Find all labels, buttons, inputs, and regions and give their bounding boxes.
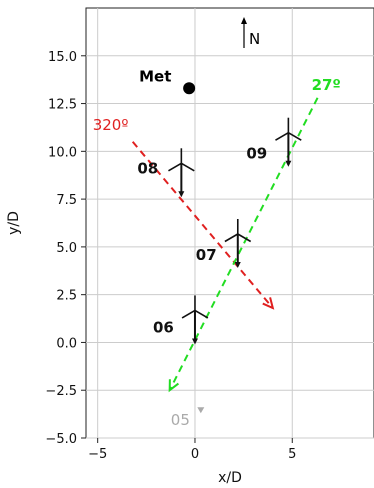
y-tick-label: −5.0 bbox=[45, 432, 77, 447]
direction-label: 27º bbox=[312, 76, 341, 94]
direction-line bbox=[168, 97, 319, 391]
turbines bbox=[168, 82, 302, 414]
y-tick-label: 10.0 bbox=[48, 145, 77, 160]
turbine-label: 05 bbox=[171, 411, 190, 429]
x-axis-label: x/D bbox=[218, 470, 242, 486]
y-tick-label: −2.5 bbox=[45, 384, 77, 399]
turbine-label: 08 bbox=[137, 159, 158, 177]
turbine-blade bbox=[275, 132, 289, 141]
turbine-09 bbox=[275, 117, 302, 167]
y-tick-label: 5.0 bbox=[56, 241, 77, 256]
turbine-blade bbox=[181, 309, 196, 319]
y-tick-label: 0.0 bbox=[56, 336, 77, 351]
x-tick-label: 5 bbox=[288, 447, 296, 462]
x-tick-label: 0 bbox=[191, 447, 199, 462]
y-tick-label: 2.5 bbox=[56, 289, 77, 304]
north-label: N bbox=[249, 30, 260, 48]
axis-ticks: −5 0 5−5.0−2.50.02.55.07.510.012.515.0 bbox=[45, 50, 296, 462]
plot-frame bbox=[85, 7, 374, 439]
met-mast-label: Met bbox=[139, 67, 171, 85]
met-mast-marker bbox=[183, 82, 196, 95]
y-tick-label: 15.0 bbox=[48, 50, 77, 65]
turbine-marker bbox=[197, 407, 205, 414]
turbine-label: 09 bbox=[246, 145, 267, 163]
turbine-blade bbox=[224, 233, 239, 243]
y-tick-label: 7.5 bbox=[56, 193, 77, 208]
turbine-07 bbox=[224, 219, 252, 268]
direction-arrows bbox=[131, 97, 319, 393]
turbine-blade bbox=[168, 162, 182, 172]
north-indicator: N bbox=[241, 17, 260, 48]
turbine-blade bbox=[287, 132, 302, 141]
direction-label: 320º bbox=[93, 116, 129, 134]
direction-arrowhead bbox=[262, 297, 275, 310]
direction-arrowhead bbox=[168, 379, 180, 393]
direction-line bbox=[131, 141, 274, 309]
turbine-base bbox=[178, 191, 185, 198]
x-tick-label: −5 bbox=[88, 447, 107, 462]
grid-lines bbox=[86, 8, 374, 439]
turbine-base bbox=[234, 262, 241, 268]
labels: 320º 27º Met 05 06 07 08 09 bbox=[93, 67, 341, 429]
turbine-05 bbox=[197, 407, 205, 414]
turbine-base bbox=[191, 338, 198, 345]
turbine-blade bbox=[194, 309, 209, 319]
turbine-label: 06 bbox=[153, 318, 174, 336]
turbine-base bbox=[285, 160, 292, 167]
turbine-06 bbox=[181, 295, 209, 345]
turbine-blade bbox=[237, 233, 252, 243]
y-axis-label: y/D bbox=[6, 211, 22, 235]
turbine-08 bbox=[168, 148, 195, 198]
turbine-blade bbox=[180, 162, 195, 172]
y-tick-label: 12.5 bbox=[48, 98, 77, 113]
turbine-label: 07 bbox=[196, 246, 217, 264]
